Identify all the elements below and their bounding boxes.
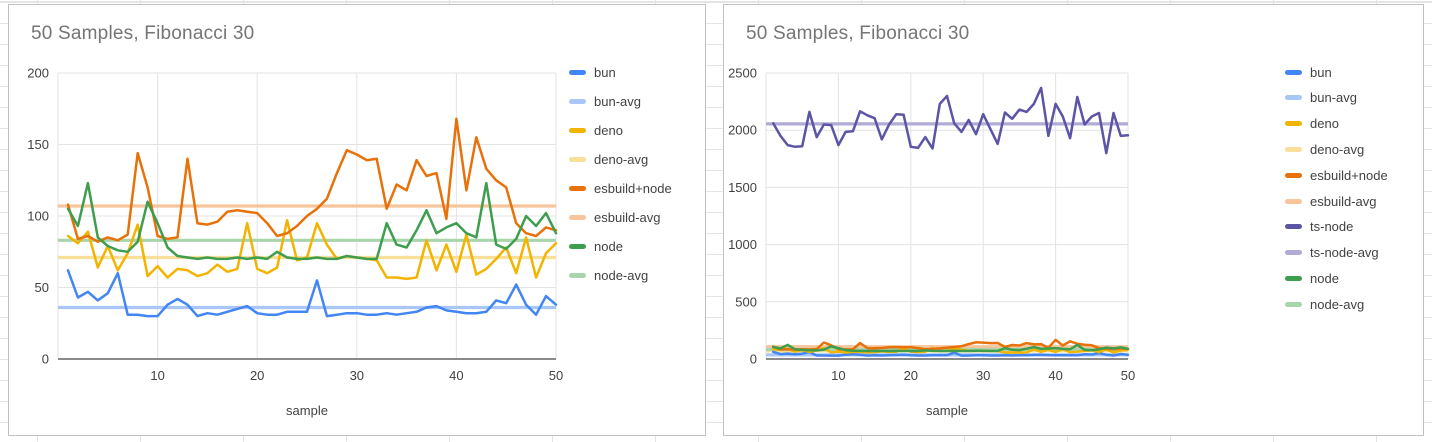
legend-item-node[interactable]: node bbox=[1285, 269, 1339, 287]
x-axis-title: sample bbox=[286, 403, 328, 418]
node-swatch-icon bbox=[1285, 275, 1302, 281]
bun-swatch-icon bbox=[1285, 69, 1302, 75]
chart-panel-1[interactable]: 50 Samples, Fibonacci 30 0 50 100 150 200 10 2… bbox=[8, 4, 706, 436]
legend-label: deno bbox=[1310, 116, 1339, 132]
legend-item-bun[interactable]: bun bbox=[569, 63, 616, 81]
y-tick-label: 1500 bbox=[728, 180, 757, 195]
y-tick-label: 200 bbox=[27, 66, 49, 81]
series-line-deno bbox=[66, 219, 558, 281]
series-line-ts-node bbox=[771, 86, 1130, 155]
chart-plot: 0 500 1000 1500 2000 2500 10 20 30 40 50 bbox=[728, 66, 1135, 384]
legend-item-deno[interactable]: deno bbox=[1285, 115, 1339, 133]
deno-avg-swatch-icon bbox=[569, 156, 586, 162]
legend-label: node-avg bbox=[594, 267, 649, 283]
legend-label: ts-node bbox=[1310, 219, 1354, 235]
x-tick-label: 50 bbox=[1121, 368, 1135, 383]
x-tick-label: 40 bbox=[1048, 368, 1062, 383]
deno-swatch-icon bbox=[569, 127, 586, 133]
chart-title: 50 Samples, Fibonacci 30 bbox=[31, 23, 255, 44]
x-tick-label: 30 bbox=[350, 368, 364, 383]
series-line-node bbox=[66, 181, 558, 261]
legend-label: bun-avg bbox=[1310, 90, 1357, 106]
y-tick-label: 150 bbox=[27, 137, 49, 152]
node-swatch-icon bbox=[569, 243, 586, 249]
legend-label: ts-node-avg bbox=[1310, 245, 1379, 261]
legend-label: deno-avg bbox=[1310, 141, 1365, 157]
legend-label: node bbox=[1310, 270, 1339, 286]
legend-item-bun-avg[interactable]: bun-avg bbox=[569, 92, 641, 110]
bun-swatch-icon bbox=[569, 69, 586, 75]
y-tick-label: 0 bbox=[42, 352, 49, 367]
x-tick-label: 50 bbox=[549, 368, 563, 383]
series-line-esbuild+node bbox=[66, 117, 558, 243]
x-tick-label: 10 bbox=[150, 368, 164, 383]
x-tick-label: 20 bbox=[904, 368, 918, 383]
legend-item-node-avg[interactable]: node-avg bbox=[569, 266, 648, 284]
legend-label: deno bbox=[594, 122, 623, 138]
series-line-deno bbox=[771, 346, 1130, 354]
legend-item-esbuild+node[interactable]: esbuild+node bbox=[569, 179, 672, 197]
esbuild-avg-swatch-icon bbox=[1285, 198, 1302, 204]
node-avg-swatch-icon bbox=[1285, 301, 1302, 307]
legend-item-deno[interactable]: deno bbox=[569, 121, 623, 139]
legend-label: esbuild-avg bbox=[1310, 193, 1377, 209]
bun-avg-swatch-icon bbox=[569, 98, 586, 104]
x-tick-label: 30 bbox=[976, 368, 990, 383]
legend-item-bun[interactable]: bun bbox=[1285, 63, 1332, 81]
legend-item-esbuild-avg[interactable]: esbuild-avg bbox=[569, 208, 661, 226]
legend-item-ts-node[interactable]: ts-node bbox=[1285, 218, 1353, 236]
esbuild+node-swatch-icon bbox=[569, 185, 586, 191]
legend-label: esbuild+node bbox=[594, 180, 672, 196]
y-tick-label: 100 bbox=[27, 209, 49, 224]
x-tick-label: 40 bbox=[449, 368, 463, 383]
y-tick-label: 2000 bbox=[728, 123, 757, 138]
legend-label: bun-avg bbox=[594, 93, 641, 109]
y-tick-label: 50 bbox=[35, 280, 49, 295]
legend-label: esbuild+node bbox=[1310, 167, 1388, 183]
bun-avg-swatch-icon bbox=[1285, 95, 1302, 101]
deno-avg-swatch-icon bbox=[1285, 146, 1302, 152]
y-tick-label: 1000 bbox=[728, 237, 757, 252]
legend-item-esbuild-avg[interactable]: esbuild-avg bbox=[1285, 192, 1377, 210]
legend-label: bun bbox=[594, 64, 616, 80]
legend-label: node-avg bbox=[1310, 296, 1365, 312]
legend-label: node bbox=[594, 238, 623, 254]
chart-legend: bun bun-avg deno deno-avg esbuild+node esbuil… bbox=[724, 5, 1423, 435]
deno-swatch-icon bbox=[1285, 121, 1302, 127]
y-tick-label: 2500 bbox=[728, 66, 757, 81]
legend-item-node[interactable]: node bbox=[569, 237, 623, 255]
legend-item-bun-avg[interactable]: bun-avg bbox=[1285, 89, 1357, 107]
legend-item-node-avg[interactable]: node-avg bbox=[1285, 295, 1364, 313]
series-line-node bbox=[771, 343, 1130, 353]
node-avg-swatch-icon bbox=[569, 272, 586, 278]
legend-label: esbuild-avg bbox=[594, 209, 661, 225]
legend-label: deno-avg bbox=[594, 151, 649, 167]
x-tick-label: 10 bbox=[831, 368, 845, 383]
series-line-bun bbox=[771, 350, 1130, 357]
chart-legend: bun bun-avg deno deno-avg esbuild+node esbuil… bbox=[9, 5, 705, 435]
esbuild+node-swatch-icon bbox=[1285, 172, 1302, 178]
ts-node-avg-swatch-icon bbox=[1285, 250, 1302, 256]
ts-node-swatch-icon bbox=[1285, 224, 1302, 230]
y-tick-label: 0 bbox=[750, 352, 757, 367]
legend-item-esbuild+node[interactable]: esbuild+node bbox=[1285, 166, 1388, 184]
chart-plot: 0 50 100 150 200 10 20 30 40 50 bbox=[27, 66, 563, 384]
x-axis-title: sample bbox=[926, 403, 968, 418]
x-tick-label: 20 bbox=[250, 368, 264, 383]
legend-label: bun bbox=[1310, 64, 1332, 80]
legend-item-deno-avg[interactable]: deno-avg bbox=[569, 150, 648, 168]
chart-title: 50 Samples, Fibonacci 30 bbox=[746, 23, 970, 44]
esbuild-avg-swatch-icon bbox=[569, 214, 586, 220]
series-line-bun bbox=[66, 269, 558, 318]
y-tick-label: 500 bbox=[735, 294, 757, 309]
chart-panel-2[interactable]: 50 Samples, Fibonacci 30 0 500 1000 1500 200… bbox=[723, 4, 1424, 436]
legend-item-deno-avg[interactable]: deno-avg bbox=[1285, 140, 1364, 158]
legend-item-ts-node-avg[interactable]: ts-node-avg bbox=[1285, 244, 1379, 262]
